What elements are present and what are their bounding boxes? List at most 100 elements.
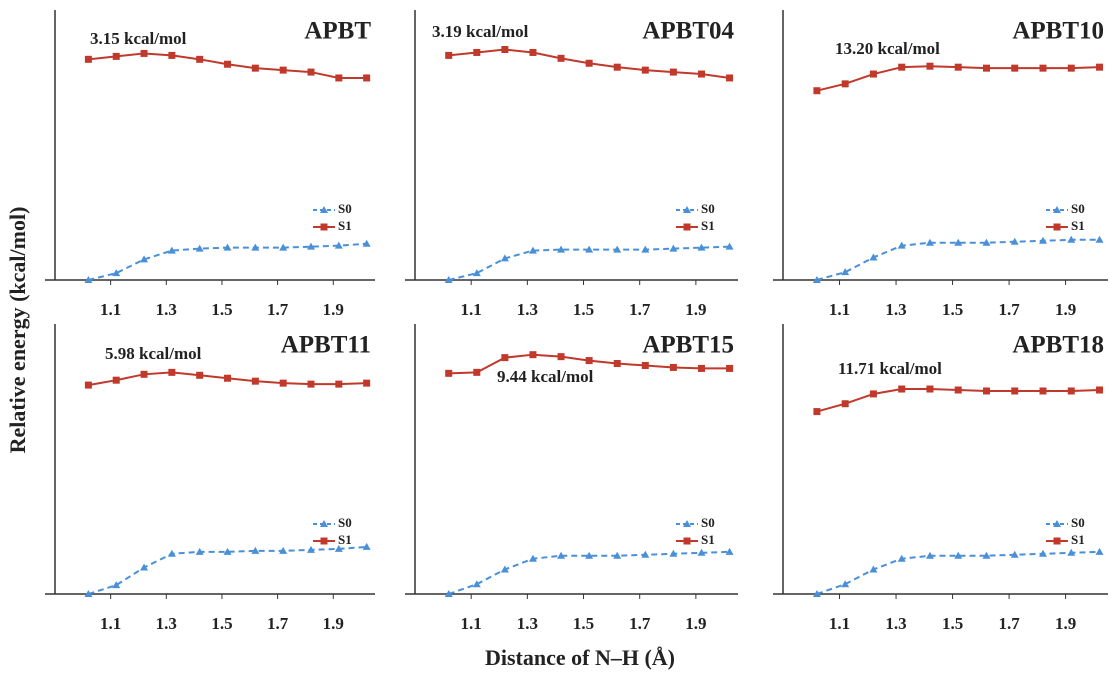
point xyxy=(501,46,508,53)
legend-marker xyxy=(321,538,328,545)
point xyxy=(335,381,342,388)
point xyxy=(85,382,92,389)
legend-marker xyxy=(321,224,328,231)
annotation: 11.71 kcal/mol xyxy=(838,359,942,378)
point xyxy=(842,400,849,407)
x-tick-label: 1.1 xyxy=(100,300,121,319)
point xyxy=(1096,64,1103,71)
point xyxy=(670,69,677,76)
legend-marker xyxy=(1054,538,1061,545)
point xyxy=(813,408,820,415)
y-axis-label: Relative energy (kcal/mol) xyxy=(5,207,30,454)
x-tick-label: 1.1 xyxy=(829,614,850,633)
legend-label: S0 xyxy=(701,201,715,216)
point xyxy=(168,369,175,376)
legend-label: S0 xyxy=(338,515,352,530)
point xyxy=(363,74,370,81)
x-tick-label: 1.1 xyxy=(829,300,850,319)
point xyxy=(1096,387,1103,394)
x-tick-label: 1.9 xyxy=(1055,300,1076,319)
point xyxy=(726,365,733,372)
point xyxy=(224,61,231,68)
point xyxy=(1011,65,1018,72)
point xyxy=(113,377,120,384)
x-tick-label: 1.5 xyxy=(211,300,232,319)
point xyxy=(558,55,565,62)
point xyxy=(926,386,933,393)
x-tick-label: 1.7 xyxy=(998,614,1020,633)
legend-label: S1 xyxy=(1071,218,1085,233)
point xyxy=(642,362,649,369)
point xyxy=(955,64,962,71)
point xyxy=(642,67,649,74)
point xyxy=(1096,236,1104,243)
point xyxy=(670,364,677,371)
x-axis-label: Distance of N–H (Å) xyxy=(485,645,675,670)
point xyxy=(813,87,820,94)
point xyxy=(501,354,508,361)
x-tick-label: 1.9 xyxy=(685,614,706,633)
point xyxy=(529,351,536,358)
legend-label: S1 xyxy=(338,218,352,233)
annotation: 5.98 kcal/mol xyxy=(105,344,202,363)
figure: Relative energy (kcal/mol) Distance of N… xyxy=(0,0,1114,673)
legend-marker xyxy=(684,224,691,231)
point xyxy=(726,74,733,81)
x-tick-label: 1.5 xyxy=(942,614,963,633)
point xyxy=(558,353,565,360)
x-tick-label: 1.3 xyxy=(517,614,538,633)
point xyxy=(586,60,593,67)
point xyxy=(842,80,849,87)
point xyxy=(698,365,705,372)
point xyxy=(614,360,621,367)
point xyxy=(1096,548,1104,555)
x-tick-label: 1.9 xyxy=(685,300,706,319)
x-tick-label: 1.5 xyxy=(573,614,594,633)
x-tick-label: 1.3 xyxy=(517,300,538,319)
point xyxy=(473,369,480,376)
x-tick-label: 1.7 xyxy=(267,614,289,633)
x-tick-label: 1.7 xyxy=(998,300,1020,319)
legend-label: S0 xyxy=(1071,201,1085,216)
point xyxy=(1068,387,1075,394)
point xyxy=(898,64,905,71)
panel-title: APBT xyxy=(304,18,371,45)
point xyxy=(363,380,370,387)
point xyxy=(168,550,176,557)
point xyxy=(308,381,315,388)
point xyxy=(196,56,203,63)
point xyxy=(529,49,536,56)
x-tick-label: 1.3 xyxy=(885,614,906,633)
annotation: 3.19 kcal/mol xyxy=(432,22,529,41)
point xyxy=(955,387,962,394)
x-tick-label: 1.3 xyxy=(156,300,177,319)
point xyxy=(870,390,877,397)
annotation: 9.44 kcal/mol xyxy=(497,367,594,386)
point xyxy=(224,375,231,382)
point xyxy=(926,63,933,70)
point xyxy=(308,69,315,76)
point xyxy=(252,378,259,385)
panel-title: APBT18 xyxy=(1012,332,1104,359)
point xyxy=(196,372,203,379)
panel-title: APBT04 xyxy=(642,18,734,45)
point xyxy=(1040,387,1047,394)
legend-marker xyxy=(684,538,691,545)
x-tick-label: 1.5 xyxy=(573,300,594,319)
point xyxy=(280,380,287,387)
point xyxy=(141,371,148,378)
legend-label: S0 xyxy=(338,201,352,216)
point xyxy=(252,65,259,72)
legend-label: S1 xyxy=(1071,532,1085,547)
x-tick-label: 1.1 xyxy=(100,614,121,633)
legend-label: S1 xyxy=(701,218,715,233)
panel-title: APBT15 xyxy=(642,332,734,359)
point xyxy=(983,65,990,72)
x-tick-label: 1.5 xyxy=(211,614,232,633)
x-tick-label: 1.9 xyxy=(323,614,344,633)
point xyxy=(1011,387,1018,394)
point xyxy=(698,71,705,78)
x-tick-label: 1.3 xyxy=(885,300,906,319)
point xyxy=(85,56,92,63)
point xyxy=(898,386,905,393)
